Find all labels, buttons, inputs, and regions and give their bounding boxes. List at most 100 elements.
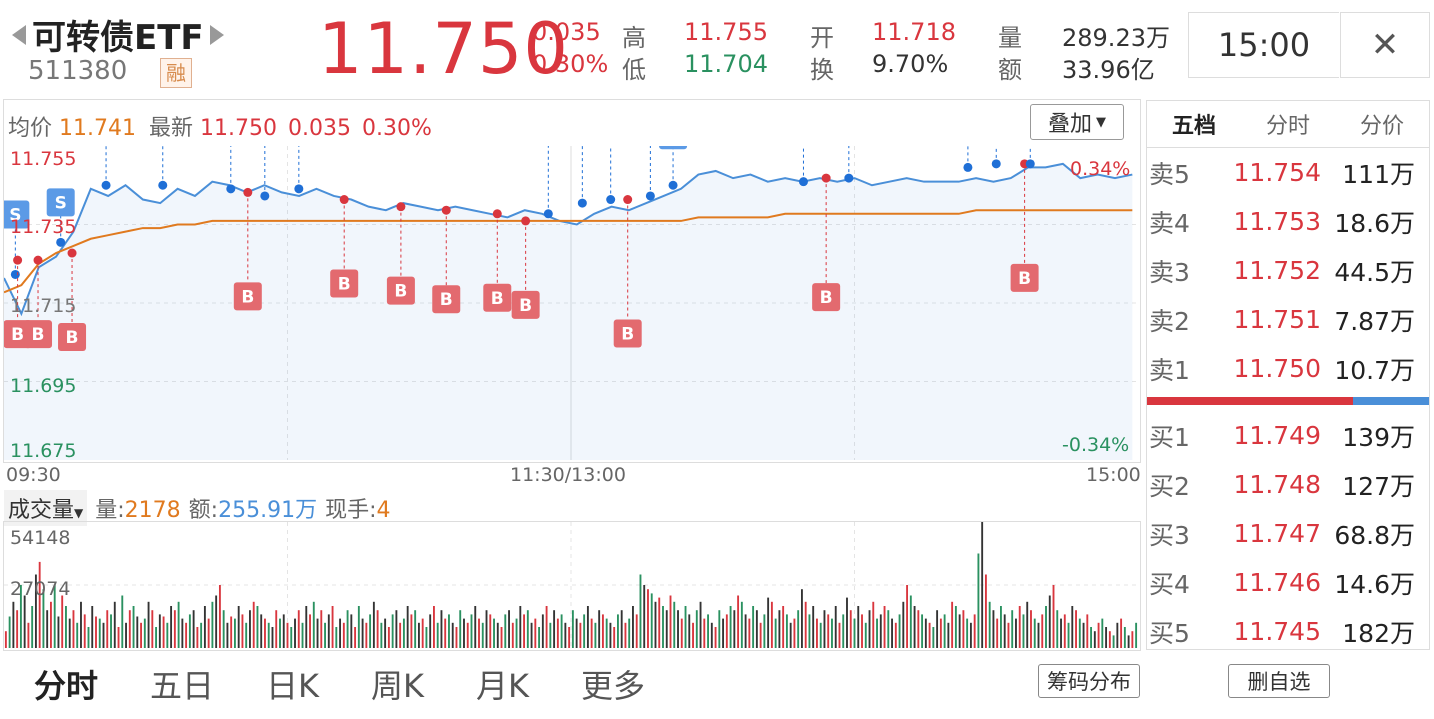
ask-level-label: 卖4: [1149, 208, 1190, 238]
tab-daily-k[interactable]: 日K: [266, 667, 320, 705]
volume-bar: [992, 610, 995, 648]
marker-dot: [623, 195, 633, 205]
marker-label: B: [241, 287, 254, 307]
marker-dot: [798, 177, 808, 187]
ask-price: 11.750: [1233, 354, 1321, 383]
volume-bar: [31, 606, 34, 648]
volume-bar: [1007, 622, 1010, 648]
volume-bar: [399, 622, 402, 648]
marker-dot: [226, 184, 236, 194]
volume-bar: [53, 585, 56, 648]
tab-price-volume[interactable]: 分价: [1359, 114, 1404, 139]
volume-bar: [1116, 622, 1119, 648]
volume-bar: [155, 627, 158, 648]
ask-volume: 10.7万: [1334, 355, 1415, 385]
volume-bar: [511, 622, 514, 648]
volume-bar: [677, 610, 679, 648]
volume-bar: [342, 622, 345, 648]
volume-bar: [804, 601, 807, 648]
volume-bar: [354, 627, 357, 648]
time-label-mid: 11:30/13:00: [510, 464, 626, 486]
volume-indicator-select[interactable]: 成交量▼: [4, 490, 88, 526]
volume-bar: [541, 614, 544, 648]
volume-bar: [635, 614, 638, 648]
volume-bar: [275, 610, 278, 648]
volume-bar: [834, 606, 837, 648]
volume-bar: [72, 610, 75, 648]
tab-level5[interactable]: 五档: [1171, 114, 1216, 139]
next-arrow-icon[interactable]: [209, 24, 224, 45]
remove-watchlist-button[interactable]: 删自选: [1228, 664, 1330, 698]
volume-bar: [301, 622, 304, 648]
volume-bar: [218, 585, 221, 648]
turnover-label: 换: [810, 56, 834, 84]
volume-bar: [665, 610, 668, 648]
volume-bar: [590, 618, 593, 648]
volume-bar: [744, 614, 747, 648]
volume-bar: [996, 618, 999, 648]
volume-bar: [632, 606, 634, 648]
volume-bar: [785, 614, 788, 648]
chip-distribution-button[interactable]: 筹码分布: [1038, 664, 1140, 698]
volume-bar: [699, 601, 702, 648]
tab-ticks[interactable]: 分时: [1265, 114, 1310, 139]
volume-bar: [748, 618, 751, 648]
bid-row-1: 买1 11.749 139万: [1147, 411, 1429, 460]
volume-bar: [230, 616, 233, 648]
marker-dot: [67, 248, 77, 258]
marker-dot: [158, 180, 168, 190]
volume-bar: [380, 622, 383, 648]
close-icon[interactable]: ✕: [1340, 12, 1430, 78]
volume-bar: [973, 614, 976, 648]
volume-bar: [466, 622, 469, 648]
volume-bar: [406, 606, 409, 648]
volume-bar: [530, 622, 533, 648]
marker-label: B: [519, 296, 532, 316]
volume-bar: [759, 622, 762, 648]
tab-5day[interactable]: 五日: [150, 667, 215, 705]
period-tabs: 分时 五日 日K 周K 月K 更多: [0, 654, 1140, 714]
marker-dot: [543, 209, 553, 219]
volume-bar: [173, 610, 176, 648]
volume-bar: [932, 627, 935, 648]
price-change: 0.035: [532, 18, 601, 46]
tab-monthly-k[interactable]: 月K: [476, 667, 530, 705]
marker-dot: [294, 184, 304, 194]
volume-bar: [391, 614, 394, 648]
last-price: 11.750: [318, 8, 569, 90]
volume-bar: [147, 601, 150, 648]
ask-list: 卖5 11.754 111万 卖4 11.753 18.6万 卖3 11.752 44.5万 卖2…: [1147, 148, 1429, 393]
buy-marker: [812, 283, 841, 312]
volume-bar: [782, 606, 785, 648]
marker-dot: [260, 191, 270, 201]
volume-bar: [478, 618, 480, 648]
volume-bar: [1015, 618, 1017, 648]
bid-row-5: 买5 11.745 182万: [1147, 607, 1429, 656]
marker-dot: [606, 195, 616, 205]
tab-more[interactable]: 更多: [581, 667, 646, 705]
volume-chart[interactable]: [3, 521, 1141, 651]
volume-bar: [909, 595, 912, 648]
intraday-chart[interactable]: [3, 99, 1141, 463]
volume-bar: [722, 618, 725, 648]
volume-bar: [113, 601, 116, 648]
tab-weekly-k[interactable]: 周K: [371, 667, 425, 705]
marker-dot: [396, 202, 406, 212]
volume-bar: [954, 606, 957, 648]
marker-label: B: [820, 288, 833, 308]
high-label: 高: [622, 24, 646, 52]
volume-bar: [601, 614, 604, 648]
volume-bar: [249, 610, 251, 648]
y-label-mid: 11.735: [10, 216, 77, 238]
volume-bar: [831, 618, 833, 648]
overlay-button[interactable]: 叠加 ▼: [1030, 104, 1124, 140]
volume-bar: [1135, 622, 1138, 648]
volume-bar: [1120, 618, 1123, 648]
price-plot[interactable]: SBBSBSSSBSSBBBBBSSSBSSSBSSSBS: [4, 146, 1138, 460]
prev-arrow-icon[interactable]: [12, 24, 26, 45]
volume-bar: [493, 618, 495, 648]
ask-row-2: 卖4 11.753 18.6万: [1147, 197, 1429, 246]
volume-bar: [297, 610, 300, 648]
volume-bar: [459, 610, 462, 648]
tab-intraday[interactable]: 分时: [34, 667, 99, 705]
